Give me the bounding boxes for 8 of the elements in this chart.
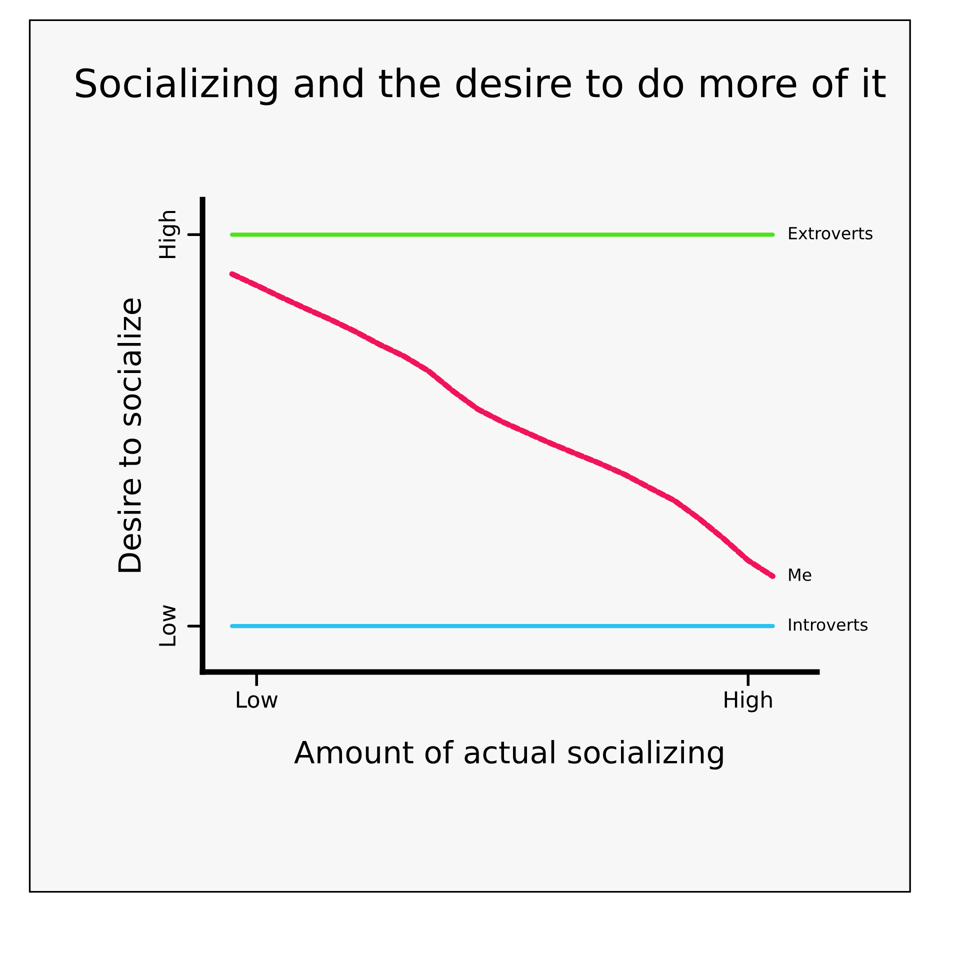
series-label: Extroverts: [789, 227, 872, 240]
text: Low: [159, 605, 176, 646]
series-label: Me: [789, 568, 812, 582]
chart-title: Socializing and the desire to do more of it: [76, 68, 886, 106]
text: High: [158, 211, 180, 258]
x-axis-title: Amount of actual socializing: [294, 740, 723, 770]
y-axis-title: Desire to socialize: [117, 298, 142, 572]
series-label: Introverts: [789, 618, 868, 631]
